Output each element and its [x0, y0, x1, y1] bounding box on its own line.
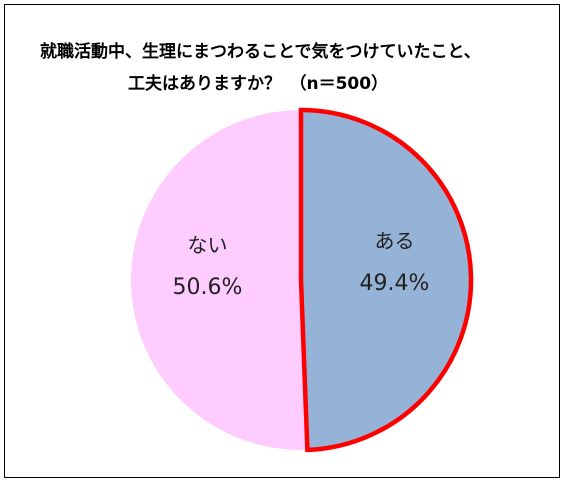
chart-title-line-2: 工夫はありますか？ （n＝500） [128, 74, 389, 94]
slice-label-aru: ある [375, 229, 415, 253]
slice-value-nai: 50.6% [173, 275, 243, 300]
slice-label-nai: ない [188, 233, 228, 257]
pie-labels: ある 49.4% ない 50.6% [173, 229, 430, 300]
pie-slice-aru [298, 107, 474, 453]
chart-title: 就職活動中、生理にまつわることで気をつけていたこと、 工夫はありますか？ （n＝… [20, 36, 540, 100]
chart-title-line-1: 就職活動中、生理にまつわることで気をつけていたこと、 [40, 42, 481, 62]
slice-value-aru: 49.4% [360, 271, 430, 296]
pie-slices [131, 107, 474, 453]
pie-slice-nai [131, 110, 308, 451]
